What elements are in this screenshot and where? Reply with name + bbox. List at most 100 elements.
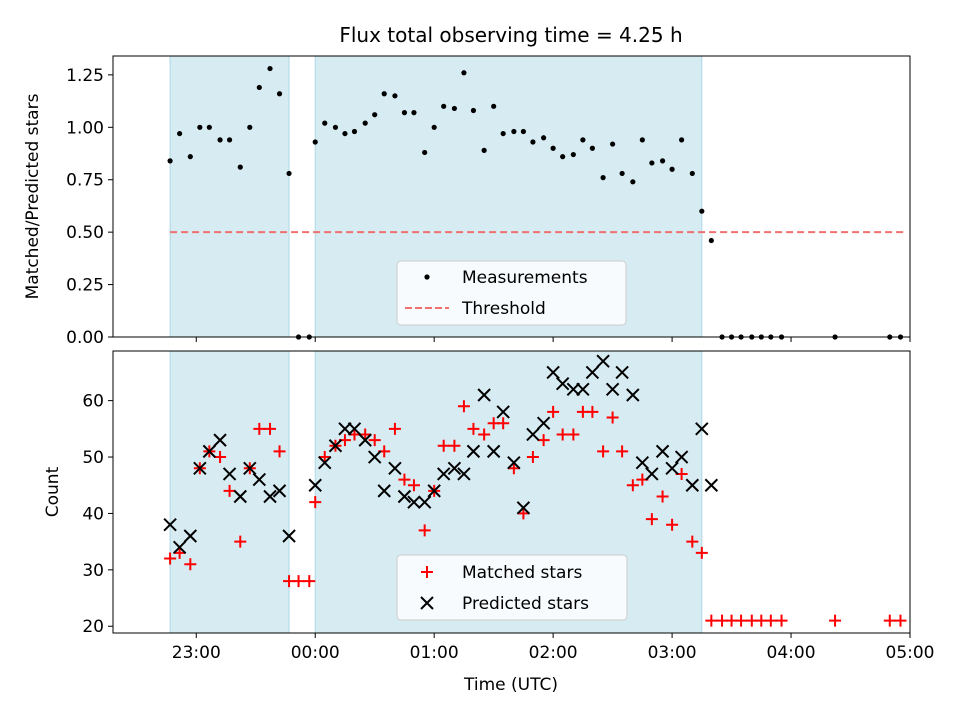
- measurement-point: [491, 103, 497, 109]
- measurement-point: [362, 120, 368, 126]
- measurement-point: [312, 139, 318, 145]
- matched-star-point: [705, 614, 718, 627]
- y-tick-label: 1.25: [66, 66, 104, 86]
- matched-star-point: [234, 535, 247, 548]
- predicted-star-point: [605, 382, 620, 397]
- predicted-legend-marker: [420, 596, 434, 610]
- measurement-point: [286, 170, 292, 177]
- ratio-y-axis-label: Matched/Predicted stars: [23, 93, 43, 299]
- predicted-star-point: [626, 388, 640, 402]
- threshold-legend-label: Threshold: [461, 299, 546, 319]
- measurement-point: [276, 91, 283, 97]
- count-legend-box: [396, 554, 628, 621]
- x-tick-label: 03:00: [648, 643, 697, 663]
- matched-star-point: [775, 614, 788, 627]
- measurement-point: [610, 141, 616, 147]
- measurement-point: [630, 179, 636, 185]
- measurement-point: [177, 130, 183, 137]
- measurement-point: [372, 112, 378, 118]
- matched-star-point: [448, 439, 461, 452]
- measurement-point: [669, 166, 675, 172]
- predicted-star-point: [172, 540, 187, 554]
- measurements-legend-label: Measurements: [462, 268, 588, 288]
- measurement-point: [589, 145, 595, 151]
- matched-star-point: [253, 422, 266, 435]
- y-tick-label: 0.25: [66, 276, 104, 296]
- predicted-star-point: [536, 416, 551, 430]
- predicted-star-point: [695, 422, 709, 436]
- predicted-star-point: [377, 484, 391, 498]
- predicted-star-point: [596, 354, 610, 368]
- matched-star-point: [517, 507, 530, 520]
- shaded-interval: [169, 55, 290, 338]
- predicted-star-point: [585, 365, 600, 380]
- measurement-point: [197, 124, 203, 130]
- matched-star-point: [214, 451, 227, 464]
- predicted-star-point: [222, 467, 237, 481]
- measurement-point: [649, 160, 655, 166]
- count-y-axis-ticks: 20 30 40 50 60: [82, 392, 113, 637]
- matched-star-point: [478, 428, 491, 441]
- predicted-star-point: [397, 489, 412, 504]
- x-tick-label: 00:00: [291, 643, 340, 663]
- predicted-star-point: [282, 529, 296, 543]
- measurement-point: [461, 70, 467, 76]
- predicted-star-point: [347, 422, 362, 436]
- y-tick-label: 0.50: [66, 223, 104, 243]
- predicted-star-point: [526, 427, 540, 442]
- predicted-star-point: [447, 461, 462, 476]
- matched-star-point: [418, 524, 431, 537]
- measurement-point: [639, 137, 645, 143]
- measurement-point: [217, 137, 223, 143]
- matched-star-point: [547, 405, 560, 418]
- time-x-axis-ticks: 23:00 00:00 01:00 02:00 03:00 04:00 05:00: [172, 633, 935, 663]
- measurement-point: [659, 158, 666, 164]
- matched-star-point: [883, 614, 896, 627]
- matched-star-point: [497, 417, 510, 430]
- matched-star-point: [656, 490, 669, 503]
- matched-star-point: [264, 422, 277, 435]
- matched-star-point: [735, 614, 748, 627]
- measurement-point: [322, 120, 328, 126]
- measurement-point: [441, 103, 447, 109]
- matched-star-point: [359, 428, 372, 441]
- matched-star-point: [309, 496, 322, 509]
- matched-star-point: [292, 575, 305, 588]
- predicted-star-point: [388, 461, 402, 476]
- measurement-point: [708, 237, 714, 244]
- predicted-star-point: [665, 461, 679, 476]
- matched-star-point: [507, 462, 520, 475]
- ratio-legend: Measurements Threshold: [396, 260, 627, 326]
- matched-star-point: [567, 428, 580, 441]
- predicted-star-point: [358, 433, 372, 447]
- matched-star-point: [616, 445, 629, 458]
- y-tick-label: 40: [82, 504, 104, 524]
- x-tick-label: 01:00: [410, 643, 459, 663]
- predicted-star-point: [202, 444, 217, 459]
- predicted-star-point: [308, 478, 322, 492]
- measurement-point: [689, 170, 695, 177]
- measurement-point: [351, 128, 358, 135]
- measurement-point: [560, 154, 566, 160]
- measurement-point: [451, 105, 458, 112]
- matched-star-point: [556, 428, 569, 441]
- time-x-axis-label: Time (UTC): [463, 675, 558, 695]
- predicted-star-point: [486, 444, 501, 459]
- measurement-point: [679, 137, 685, 143]
- matched-star-point: [368, 434, 381, 447]
- predicted-star-point: [252, 472, 267, 487]
- matched-star-point: [526, 451, 539, 464]
- count-plot-frame: [112, 350, 911, 634]
- predicted-star-point: [457, 467, 471, 481]
- matched-legend-label: Matched stars: [462, 563, 582, 583]
- matched-star-point: [829, 614, 842, 627]
- measurement-point: [530, 139, 536, 145]
- measurement-point: [237, 164, 243, 170]
- ratio-x-axis-ticks: [195, 337, 911, 342]
- y-tick-label: 1.00: [66, 118, 104, 138]
- y-tick-label: 60: [82, 392, 104, 412]
- y-tick-label: 0.75: [66, 171, 104, 191]
- measurement-point: [520, 128, 526, 135]
- y-tick-label: 0.00: [66, 328, 104, 348]
- measurement-point: [580, 137, 586, 143]
